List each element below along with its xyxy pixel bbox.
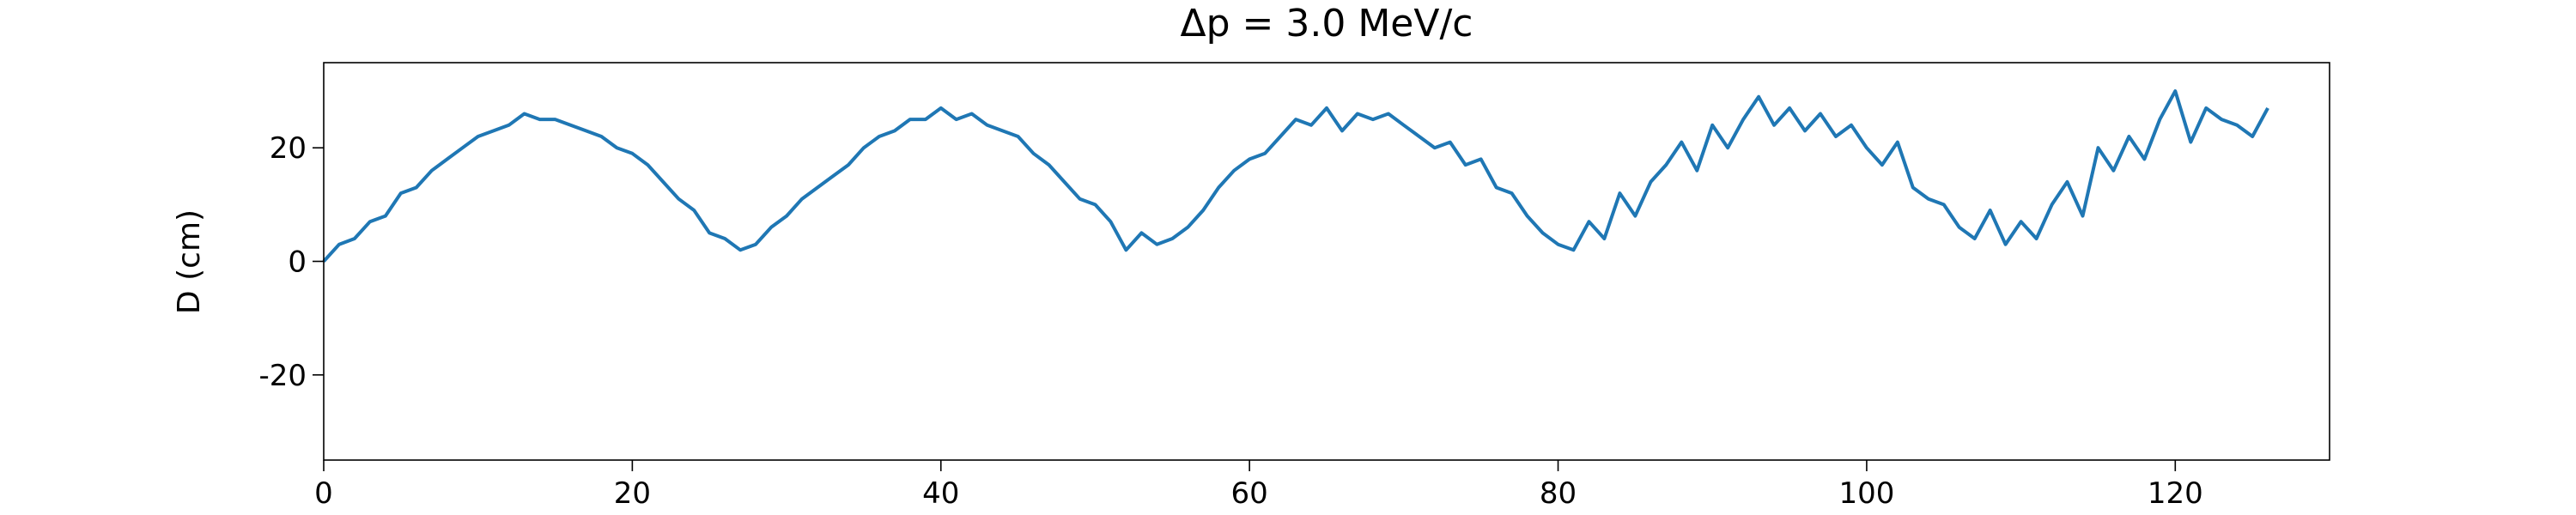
x-tick-label: 20: [614, 476, 651, 511]
y-tick-label: 20: [270, 131, 307, 166]
plot-frame: [323, 62, 2330, 461]
chart-title: Δp = 3.0 MeV/c: [1181, 2, 1473, 45]
y-tick-label: -20: [258, 359, 307, 393]
x-tick-label: 120: [2148, 476, 2203, 511]
x-tick-label: 0: [314, 476, 333, 511]
data-line: [322, 89, 2269, 263]
x-tick-label: 40: [922, 476, 959, 511]
y-axis-label: D (cm): [172, 209, 207, 314]
x-tick-label: 60: [1231, 476, 1268, 511]
x-tick-label: 80: [1540, 476, 1577, 511]
y-tick-label: 0: [288, 245, 307, 280]
x-tick-label: 100: [1838, 476, 1894, 511]
